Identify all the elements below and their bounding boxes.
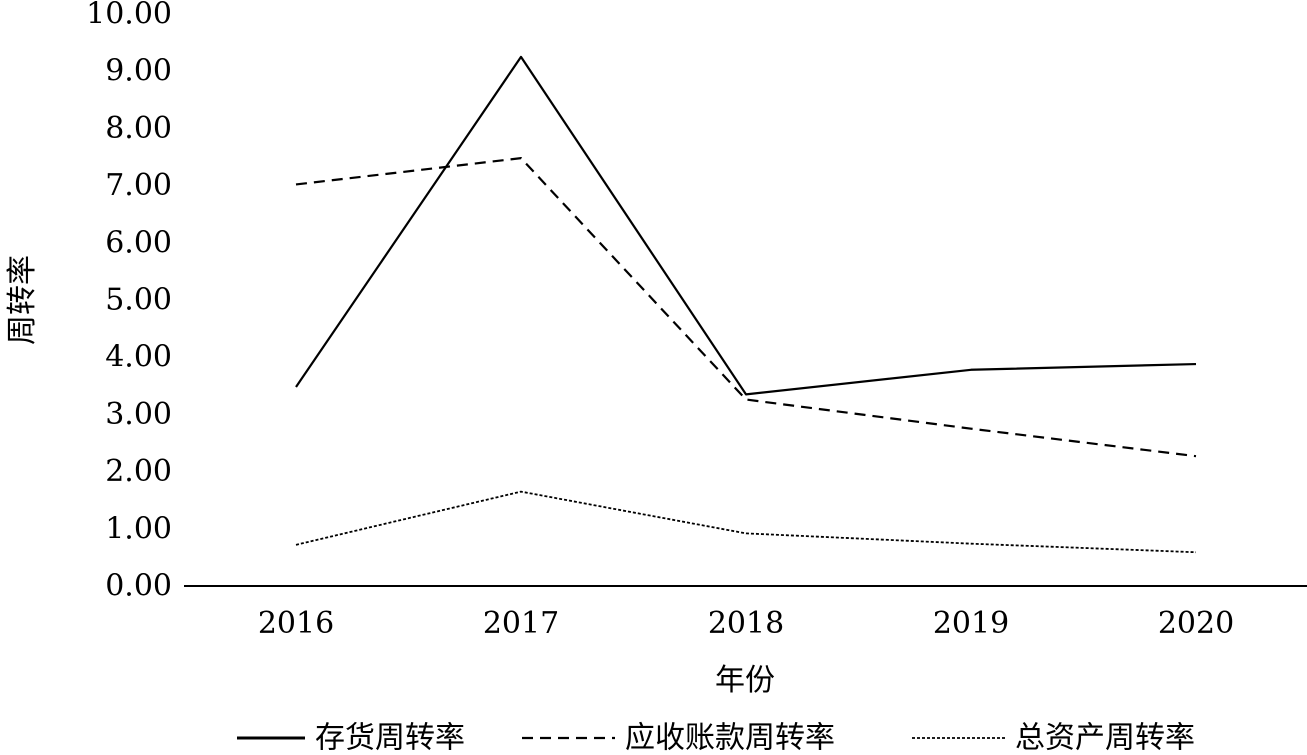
y-tick-label: 9.00 — [105, 54, 172, 89]
y-tick-label: 5.00 — [105, 283, 172, 318]
x-tick-label: 2016 — [258, 606, 334, 641]
x-axis-ticks: 2016 2017 2018 2019 2020 — [258, 606, 1234, 641]
series-layer — [295, 55, 1197, 554]
series-line-0 — [295, 55, 1197, 396]
y-tick-label: 3.00 — [105, 397, 172, 432]
legend-label-0: 存货周转率 — [315, 721, 465, 755]
series-line-1 — [295, 157, 1197, 458]
y-tick-label: 10.00 — [86, 0, 172, 32]
x-axis-title: 年份 — [715, 663, 775, 698]
legend: 存货周转率 应收账款周转率 总资产周转率 — [237, 721, 1195, 755]
y-tick-label: 4.00 — [105, 340, 172, 375]
legend-label-2: 总资产周转率 — [1015, 721, 1195, 755]
y-axis-ticks: 0.00 1.00 2.00 3.00 4.00 5.00 6.00 7.00 8.00 9.00… — [86, 0, 172, 604]
x-tick-label: 2017 — [483, 606, 559, 641]
y-tick-label: 0.00 — [105, 569, 172, 604]
y-axis-title: 周转率 — [5, 255, 40, 345]
x-tick-label: 2020 — [1158, 606, 1234, 641]
series-line-2 — [295, 490, 1197, 554]
x-tick-label: 2018 — [708, 606, 784, 641]
y-tick-label: 6.00 — [105, 225, 172, 260]
y-tick-label: 2.00 — [105, 454, 172, 489]
legend-label-1: 应收账款周转率 — [625, 721, 835, 755]
y-tick-label: 7.00 — [105, 168, 172, 203]
y-tick-label: 1.00 — [105, 511, 172, 546]
x-tick-label: 2019 — [933, 606, 1009, 641]
y-tick-label: 8.00 — [105, 111, 172, 146]
